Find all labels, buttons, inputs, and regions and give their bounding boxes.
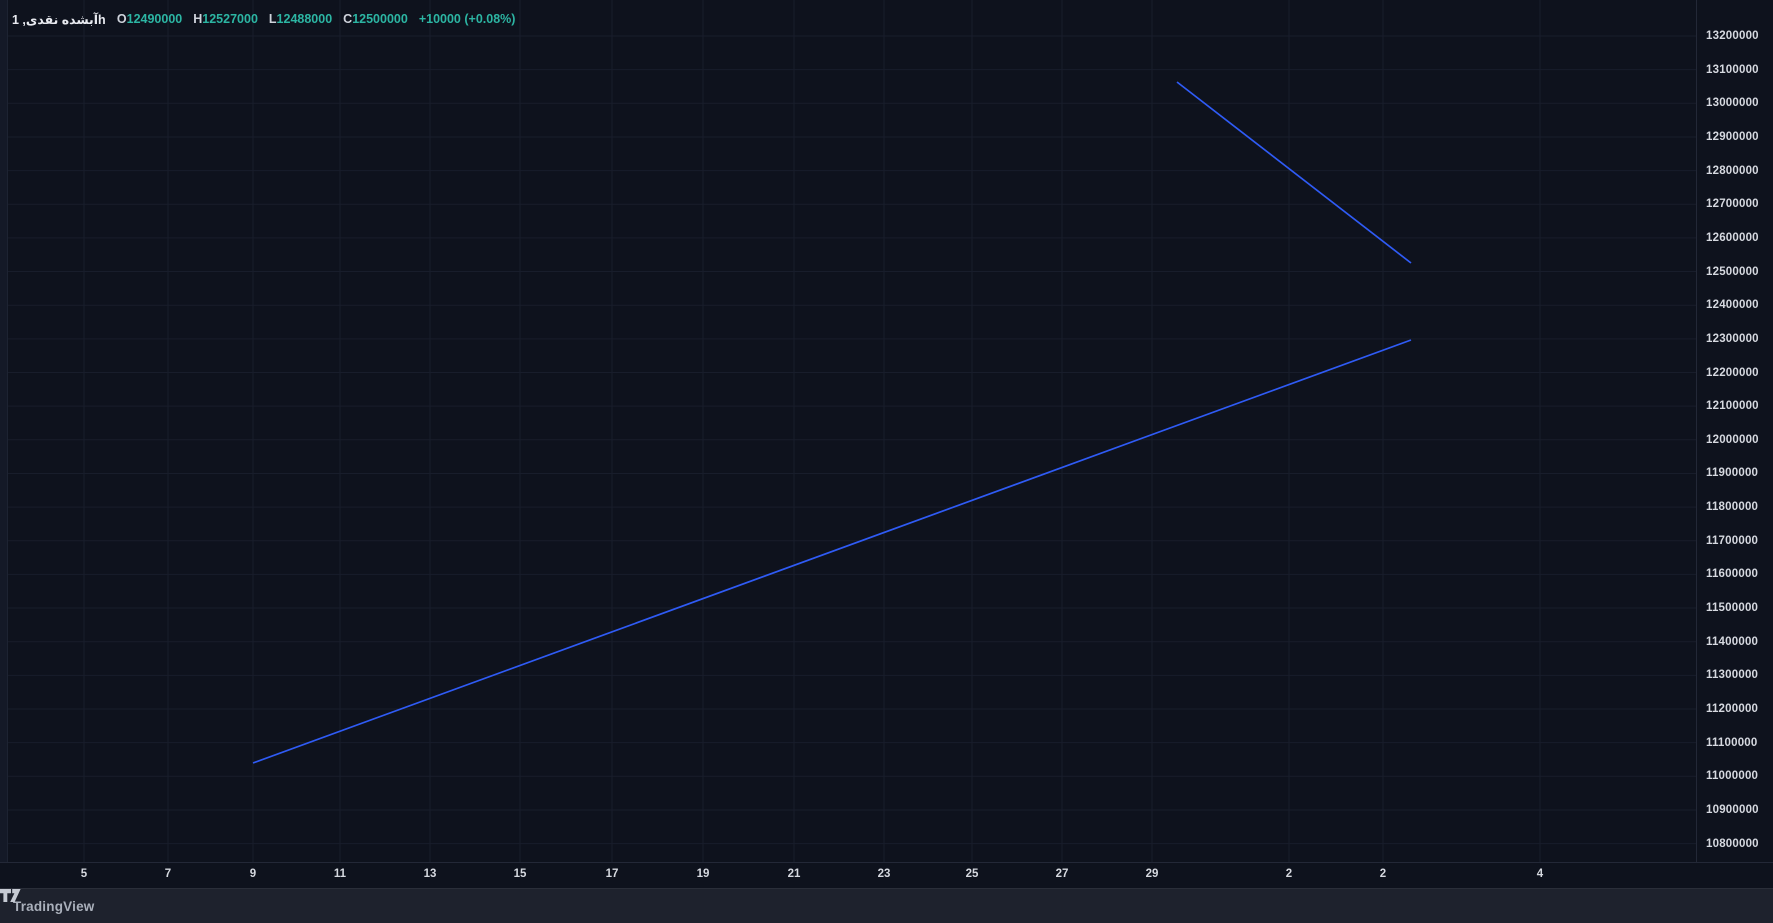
high-value: 12527000	[202, 12, 258, 26]
price-axis-label: 12800000	[1706, 164, 1759, 177]
open-readout: O12490000	[113, 12, 182, 26]
price-axis[interactable]: 13200000 13100000 13000000 12900000 12800000…	[1696, 0, 1773, 862]
time-axis-label: 19	[696, 868, 710, 880]
price-axis-label: 12100000	[1706, 400, 1759, 413]
close-label: C	[343, 12, 353, 26]
change-readout: +10000 (+0.08%)	[418, 12, 516, 26]
price-axis-label: 11000000	[1706, 770, 1759, 783]
close-value: 12500000	[352, 12, 408, 26]
low-label: L	[268, 12, 277, 26]
price-axis-label: 11200000	[1706, 703, 1759, 715]
price-axis-label: 12900000	[1706, 130, 1759, 143]
time-axis-label: 9	[249, 868, 257, 880]
time-axis-label: 17	[605, 868, 619, 880]
price-axis-label: 11800000	[1706, 501, 1759, 514]
price-axis-label: 11900000	[1706, 467, 1759, 480]
bottom-toolbar: TradingView	[0, 888, 1773, 923]
time-axis[interactable]: 5 7 9 11 13 15 17 19 21 23 25 27 29 2 2 4	[0, 862, 1773, 888]
price-axis-label: 11500000	[1706, 602, 1759, 615]
price-axis-label: 10900000	[1706, 803, 1759, 816]
price-axis-label: 13100000	[1706, 63, 1759, 76]
price-axis-label: 11400000	[1706, 635, 1759, 648]
time-axis-label: 5	[80, 868, 88, 880]
price-axis-label: 12600000	[1706, 231, 1759, 244]
trendline-ascending-support[interactable]	[252, 339, 1412, 764]
open-value: 12490000	[126, 12, 183, 26]
tradingview-logo-icon[interactable]	[0, 889, 21, 904]
time-axis-label: 27	[1055, 868, 1069, 880]
close-readout: C12500000	[339, 12, 408, 26]
low-readout: L12488000	[265, 12, 332, 26]
symbol-title[interactable]: آبشده نقدی, 1h	[12, 12, 106, 27]
time-axis-label: 2	[1285, 868, 1293, 880]
open-label: O	[116, 12, 127, 26]
time-axis-label: 23	[877, 868, 891, 880]
left-edge-strip	[0, 0, 8, 888]
price-axis-label: 13200000	[1706, 30, 1759, 42]
price-axis-label: 12300000	[1706, 332, 1759, 345]
time-axis-label: 29	[1145, 868, 1159, 880]
tradingview-brand-text[interactable]: TradingView	[13, 898, 95, 914]
price-axis-label: 11600000	[1706, 568, 1759, 581]
time-axis-label: 7	[164, 868, 172, 880]
price-axis-label: 12400000	[1706, 299, 1759, 312]
ohlc-legend: آبشده نقدی, 1h O12490000 H12527000 L1248…	[12, 8, 515, 30]
price-axis-label: 11300000	[1706, 669, 1759, 682]
price-axis-label: 11100000	[1706, 736, 1758, 749]
price-axis-label: 13000000	[1706, 97, 1759, 110]
price-axis-label: 10800000	[1706, 837, 1759, 850]
price-axis-label: 12000000	[1706, 433, 1759, 446]
time-axis-label: 11	[333, 868, 347, 880]
price-axis-label: 12700000	[1706, 198, 1759, 211]
time-axis-label: 13	[423, 868, 437, 880]
price-axis-label: 12500000	[1706, 265, 1759, 278]
high-label: H	[193, 12, 203, 26]
time-axis-label: 21	[787, 868, 801, 880]
time-axis-label: 15	[513, 868, 527, 880]
time-axis-label: 25	[965, 868, 979, 880]
price-axis-label: 11700000	[1706, 534, 1759, 547]
price-axis-label: 12200000	[1706, 366, 1759, 379]
high-readout: H12527000	[189, 12, 258, 26]
time-axis-label: 2	[1379, 868, 1387, 880]
trendline-descending-resistance[interactable]	[1176, 81, 1412, 264]
low-value: 12488000	[276, 12, 333, 26]
time-axis-label: 4	[1536, 868, 1544, 880]
